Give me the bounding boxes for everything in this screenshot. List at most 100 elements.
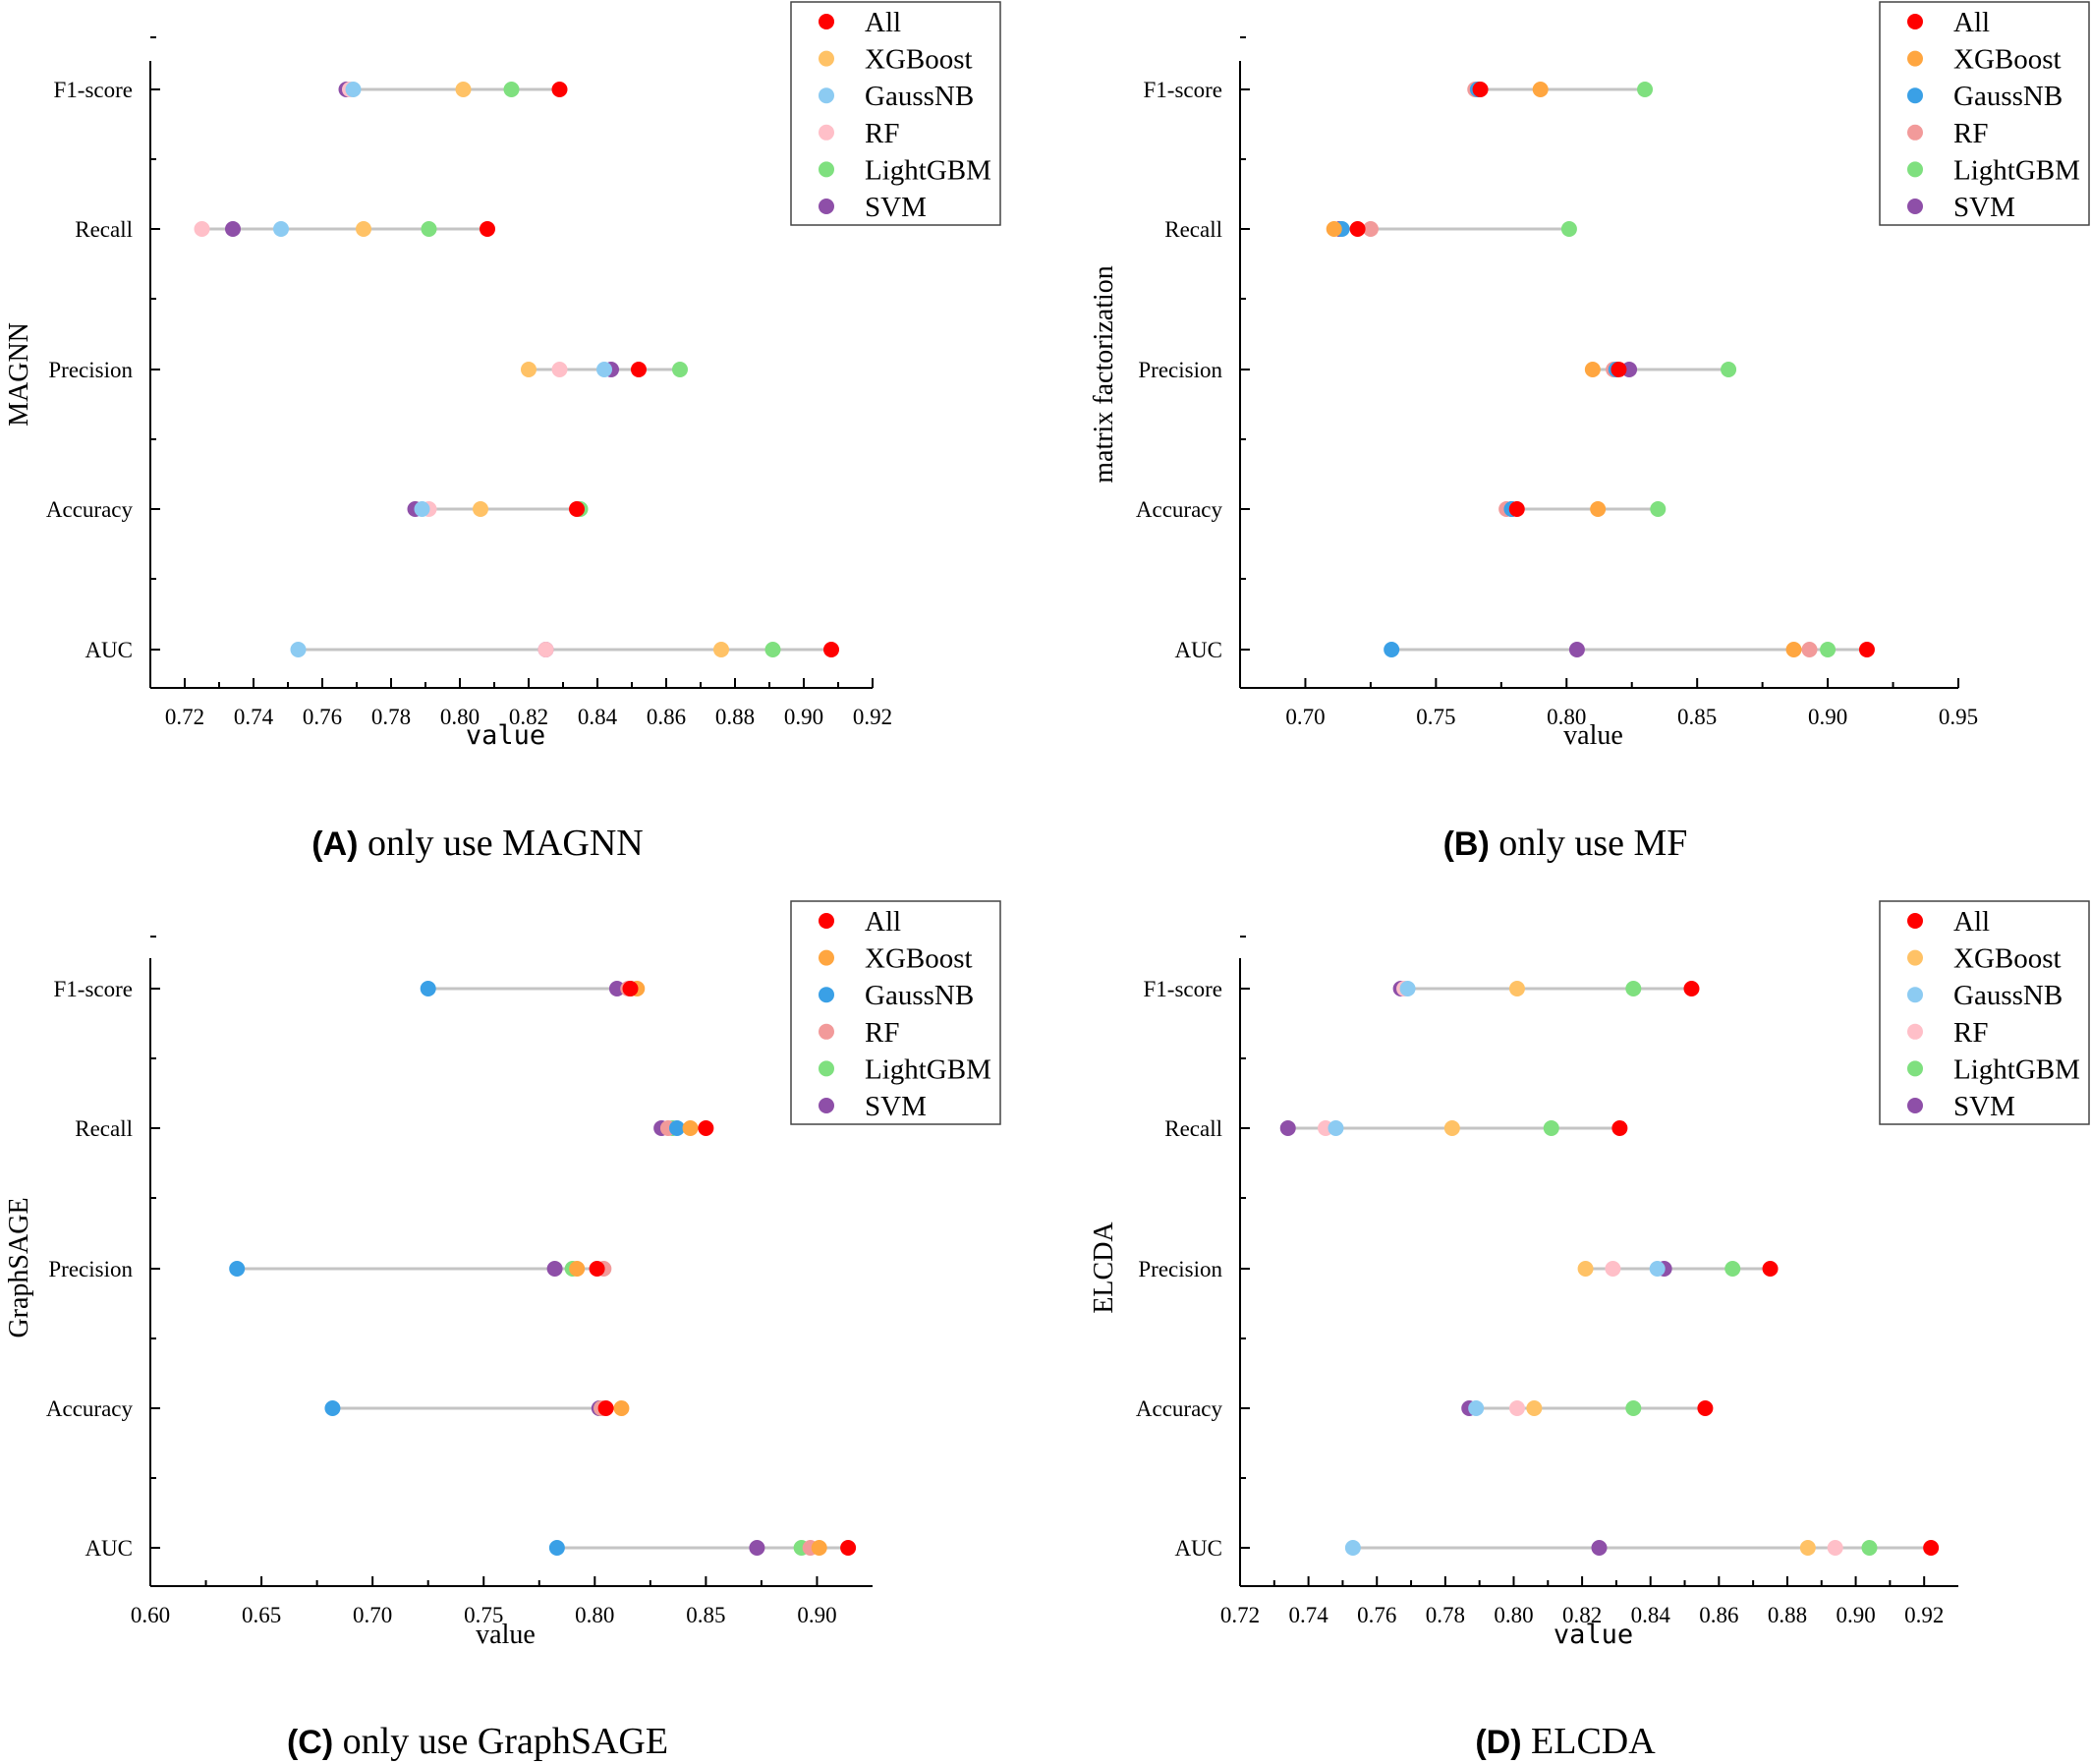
legend-marker [1907,1060,1923,1077]
legend-label: All [865,906,901,938]
legend-marker [1907,161,1923,178]
data-point [1362,221,1379,237]
data-point [682,1120,699,1136]
data-point [480,221,495,237]
data-point [345,82,362,97]
legend-marker [819,161,834,178]
data-point [1526,1400,1543,1416]
data-point [589,1261,605,1277]
y-tick-label: AUC [85,638,133,662]
legend-label: XGBoost [865,943,973,975]
legend-marker [1907,913,1923,929]
legend-label: RF [865,118,899,149]
data-point [1827,1540,1843,1556]
legend-marker [819,1060,834,1077]
x-tick-label: 0.76 [303,705,342,729]
y-tick-label: F1-score [1144,977,1222,1001]
data-point [1568,642,1585,657]
caption-text: ELCDA [1522,1721,1657,1762]
x-tick-label: 0.78 [1426,1603,1465,1627]
data-point [1472,82,1489,97]
data-point [1279,1120,1296,1136]
data-point [1625,1400,1642,1416]
data-point [1611,1120,1628,1136]
data-point [1721,362,1737,377]
legend-label: LightGBM [1953,154,2080,186]
x-tick-label: 0.95 [1939,705,1978,729]
legend-marker [819,50,834,67]
panel-b: F1-score Recall Precision Accuracy AUC 0.70 0.… [1089,1,2090,864]
x-tick-label: 0.78 [371,705,411,729]
y-tick-label: F1-score [1144,78,1222,102]
legend-label: XGBoost [1953,44,2062,76]
y-tick-label: Accuracy [1136,497,1223,522]
legend: All XGBoost GaussNB RF LightGBM SVM [1879,1,2090,226]
data-point [290,642,307,657]
x-tick-label: 0.86 [647,705,686,729]
panel-caption: (D) ELCDA [1475,1721,1656,1762]
data-point [1384,642,1400,657]
legend-box [1879,1,2090,226]
data-point [1399,981,1416,996]
legend-marker [819,87,834,104]
data-point [764,642,781,657]
data-point [273,221,289,237]
legend-label: LightGBM [1953,1053,2080,1085]
panel-caption: (B) only use MF [1443,823,1688,864]
data-point [503,82,520,97]
legend-marker [819,913,834,929]
panel-d: F1-score Recall Precision Accuracy AUC 0.72 0.… [1089,900,2090,1762]
data-point [1584,362,1601,377]
x-axis-label: value [466,720,545,751]
x-tick-label: 0.60 [131,1603,170,1627]
legend-label: XGBoost [865,44,973,76]
legend-box [790,1,1001,226]
legend-marker [1907,199,1923,214]
data-point [672,362,688,377]
y-axis-label: GraphSAGE [4,1197,34,1337]
data-point [414,501,430,517]
x-tick-label: 0.72 [165,705,204,729]
legend-label: LightGBM [865,1053,991,1085]
y-axis-label: MAGNN [4,322,34,427]
data-point [1326,221,1342,237]
data-point [569,501,585,517]
data-point [1697,1400,1714,1416]
data-point [1590,501,1607,517]
x-axis-label: value [476,1620,536,1650]
data-point [421,221,437,237]
y-tick-label: F1-score [54,977,133,1001]
legend-label: RF [865,1017,899,1049]
legend-label: All [1953,7,1990,38]
data-point [1344,1540,1361,1556]
y-tick-label: Precision [1138,1257,1222,1281]
x-tick-label: 0.72 [1220,1603,1260,1627]
x-tick-label: 0.84 [578,705,618,729]
data-point [1532,82,1549,97]
legend-label: GaussNB [1953,980,2063,1011]
data-point [521,362,537,377]
data-point [1443,1120,1460,1136]
data-point [229,1261,246,1277]
x-tick-label: 0.90 [797,1603,836,1627]
legend-marker [1907,50,1923,67]
legend-marker [819,1023,834,1040]
x-tick-label: 0.70 [1285,705,1325,729]
data-point [1799,1540,1816,1556]
y-axis-label: matrix factorization [1089,265,1119,484]
legend-box [1879,900,2090,1125]
data-point [1605,1261,1621,1277]
x-tick-label: 0.90 [1836,1603,1875,1627]
y-tick-label: AUC [1174,638,1222,662]
x-axis-label: value [1563,720,1623,751]
data-point [1543,1120,1559,1136]
legend-marker [819,14,834,29]
data-point [1611,362,1627,377]
legend-marker [1907,987,1923,1003]
data-point [1861,1540,1878,1556]
data-point [1508,1400,1525,1416]
caption-text: only use MAGNN [358,823,643,864]
x-tick-label: 0.80 [1547,705,1586,729]
legend-marker [819,1098,834,1113]
